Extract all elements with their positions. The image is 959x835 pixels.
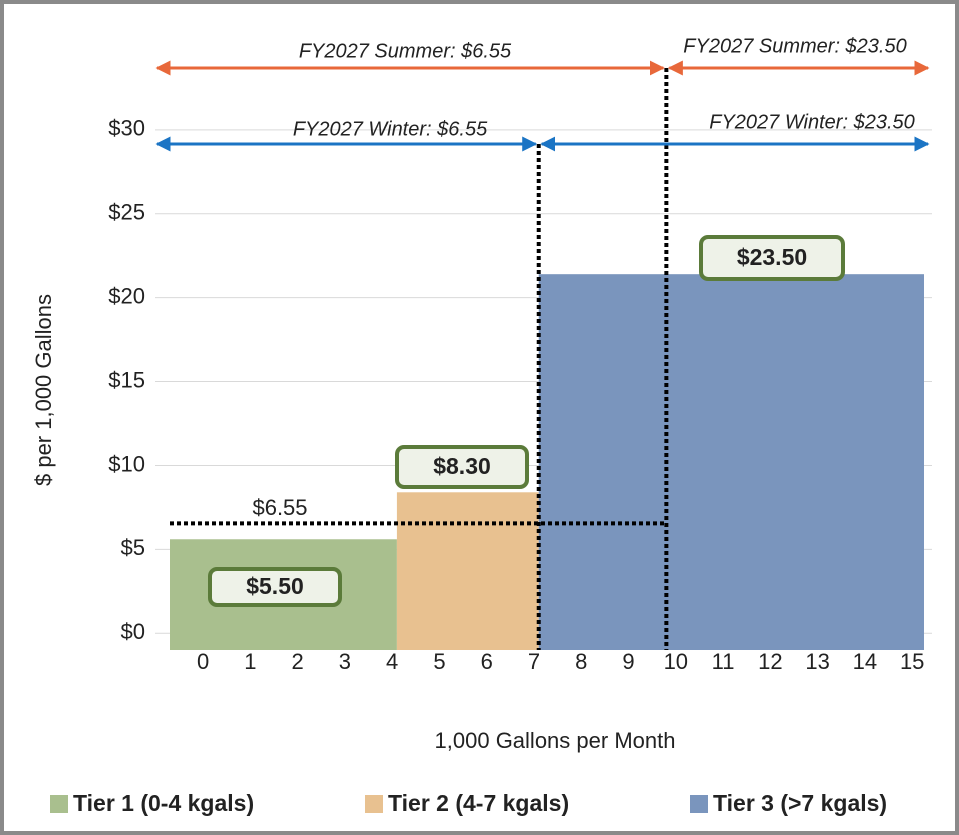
x-tick-label: 14 — [853, 649, 877, 674]
x-tick-label: 10 — [664, 649, 688, 674]
x-tick-label: 7 — [528, 649, 540, 674]
x-tick-label: 0 — [197, 649, 209, 674]
rate-box — [699, 235, 845, 281]
x-tick-label: 4 — [386, 649, 398, 674]
y-axis-title: $ per 1,000 Gallons — [31, 294, 56, 486]
legend-swatch — [50, 795, 68, 813]
x-tick-label: 9 — [622, 649, 634, 674]
rate-label: $8.30 — [433, 453, 491, 479]
arrow-label: FY2027 Summer: $6.55 — [299, 40, 512, 62]
y-tick-label: $0 — [121, 619, 145, 644]
x-tick-label: 11 — [712, 649, 735, 674]
legend-label: Tier 2 (4-7 kgals) — [388, 790, 569, 816]
y-tick-label: $10 — [108, 451, 145, 476]
y-tick-label: $15 — [108, 367, 145, 392]
x-tick-label: 8 — [575, 649, 587, 674]
arrow-label: FY2027 Winter: $23.50 — [709, 111, 915, 133]
x-tick-label: 15 — [900, 649, 924, 674]
rate-box — [395, 445, 529, 489]
bar — [538, 274, 924, 650]
legend-swatch — [365, 795, 383, 813]
bar — [396, 492, 539, 650]
legend-label: Tier 3 (>7 kgals) — [713, 790, 887, 816]
x-tick-label: 5 — [433, 649, 445, 674]
rate-box — [208, 567, 342, 607]
x-tick-label: 1 — [244, 649, 256, 674]
x-tick-label: 3 — [339, 649, 351, 674]
x-axis-title: 1,000 Gallons per Month — [435, 728, 676, 753]
y-tick-label: $5 — [121, 535, 145, 560]
x-tick-label: 13 — [805, 649, 829, 674]
y-tick-label: $30 — [108, 116, 145, 141]
arrow-label: FY2027 Summer: $23.50 — [683, 35, 906, 57]
legend-label: Tier 1 (0-4 kgals) — [73, 790, 254, 816]
y-tick-label: $25 — [108, 200, 145, 225]
legend-swatch — [690, 795, 708, 813]
arrow-label: FY2027 Winter: $6.55 — [293, 118, 488, 140]
y-tick-label: $20 — [108, 283, 145, 308]
rate-label: $23.50 — [737, 244, 807, 270]
x-tick-label: 6 — [481, 649, 493, 674]
rate-label: $5.50 — [246, 573, 304, 599]
x-tick-label: 12 — [758, 649, 782, 674]
threshold-label: $6.55 — [252, 495, 307, 520]
x-tick-label: 2 — [292, 649, 304, 674]
